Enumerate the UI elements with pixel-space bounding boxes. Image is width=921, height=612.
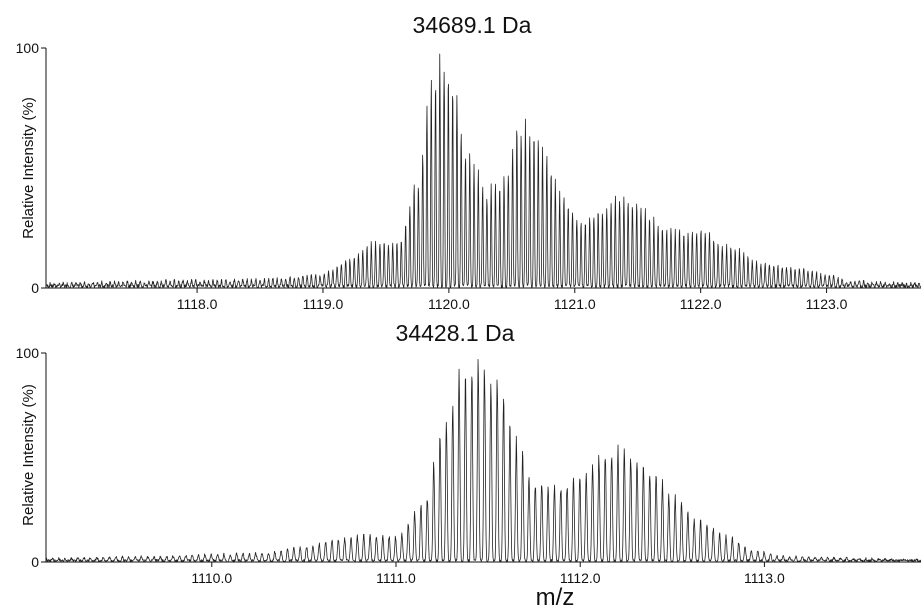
spectrum-trace-bottom xyxy=(45,358,921,563)
x-axis-label: m/z xyxy=(536,584,575,611)
y-tick-label-bottom: 0 xyxy=(31,554,39,570)
x-tick-label-top: 1123.0 xyxy=(806,296,848,312)
x-tick-label-bottom: 1112.0 xyxy=(560,570,601,586)
y-axis-label-top: Relative Intensity (%) xyxy=(20,97,37,239)
y-tick-label-top: 100 xyxy=(16,40,40,56)
y-tick-label-bottom: 100 xyxy=(16,345,40,361)
x-ticks-top: 1118.0 1119.0 1120.0 1121.0 1122.0 1123.0 xyxy=(177,288,848,312)
x-tick-label-top: 1118.0 xyxy=(177,296,218,312)
x-tick-label-bottom: 1113.0 xyxy=(744,570,785,586)
x-ticks-bottom: 1110.0 1111.0 1112.0 1113.0 xyxy=(191,562,785,586)
x-tick-label-top: 1120.0 xyxy=(428,296,470,312)
x-tick-label-top: 1119.0 xyxy=(303,296,344,312)
panel-title-bottom: 34428.1 Da xyxy=(396,320,515,346)
x-tick-label-bottom: 1110.0 xyxy=(191,570,232,586)
y-ticks-top: 0 100 xyxy=(16,40,46,296)
y-axis-label-bottom: Relative Intensity (%) xyxy=(20,384,37,526)
spectrum-panel-top: 34689.1 Da Relative Intensity (%) 0 100 1… xyxy=(16,12,921,312)
panel-title-top: 34689.1 Da xyxy=(413,12,532,38)
spectrum-trace-top xyxy=(45,53,921,289)
y-ticks-bottom: 0 100 xyxy=(16,345,46,570)
y-tick-label-top: 0 xyxy=(31,280,39,296)
spectrum-panel-bottom: 34428.1 Da Relative Intensity (%) 0 100 1… xyxy=(16,320,921,611)
x-tick-label-top: 1122.0 xyxy=(680,296,722,312)
x-tick-label-bottom: 1111.0 xyxy=(376,570,416,586)
x-tick-label-top: 1121.0 xyxy=(554,296,596,312)
